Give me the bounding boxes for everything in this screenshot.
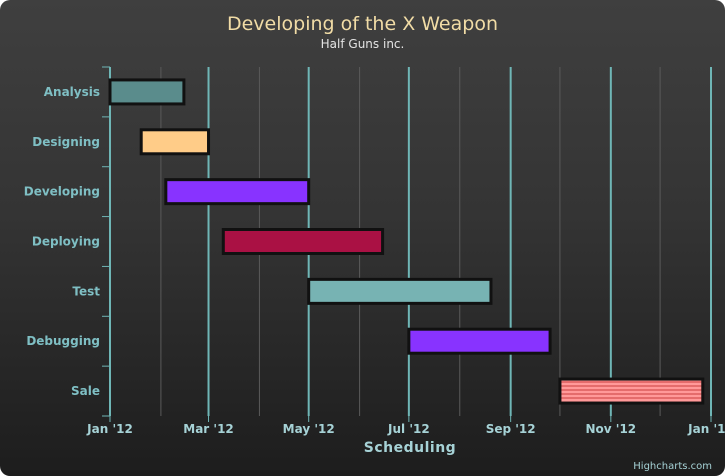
- x-tick-label: Sep '12: [486, 422, 536, 436]
- category-label: Debugging: [26, 334, 100, 348]
- credits-link[interactable]: Highcharts.com: [633, 461, 712, 472]
- x-tick-label: Mar '12: [183, 422, 234, 436]
- category-label: Developing: [24, 185, 100, 199]
- category-label: Test: [72, 284, 100, 298]
- x-tick-label: Jul '12: [387, 422, 430, 436]
- task-bar: [407, 327, 552, 355]
- grid: [102, 66, 712, 422]
- x-tick-label: May '12: [283, 422, 335, 436]
- x-tick-label: Jan '13: [687, 422, 725, 436]
- task-bar: [558, 377, 705, 405]
- task-bar: [108, 78, 186, 106]
- category-label: Designing: [32, 135, 100, 149]
- category-label: Deploying: [32, 235, 100, 249]
- axis-labels: Jan '12 Mar '12 May '12 Jul '12 Sep '12 Nov '…: [24, 85, 725, 436]
- category-label: Sale: [71, 384, 100, 398]
- category-label: Analysis: [44, 85, 100, 99]
- task-bar: [307, 277, 493, 305]
- chart-title: Developing of the X Weapon: [227, 13, 498, 35]
- task-bar: [221, 228, 385, 255]
- task-bar: [164, 178, 311, 206]
- chart-subtitle: Half Guns inc.: [321, 37, 405, 51]
- x-axis-title: Scheduling: [364, 440, 456, 456]
- plot-area: [108, 78, 705, 405]
- x-tick-label: Jan '12: [86, 422, 133, 436]
- x-tick-label: Nov '12: [585, 422, 636, 436]
- task-bar: [139, 128, 211, 156]
